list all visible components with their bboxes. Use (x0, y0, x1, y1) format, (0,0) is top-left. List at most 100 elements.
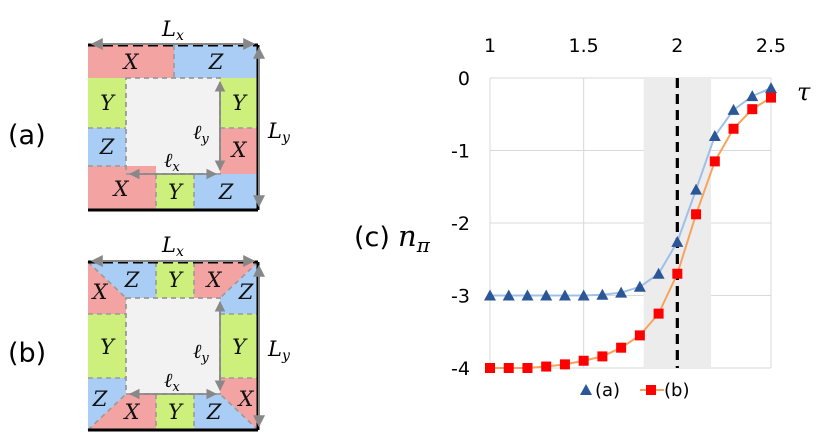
panel-a-cell-y-left (88, 78, 126, 128)
panel-b-cell-y-top (156, 262, 194, 298)
chart-x-ticks: 1 1.5 2 2.5 (484, 35, 786, 57)
panel-b-letter: Y (168, 268, 184, 292)
panel-b-cell-x-right-bottom (220, 378, 258, 394)
data-point-a (577, 289, 590, 301)
data-point-a (671, 235, 684, 247)
panel-b-cell-y-left (88, 314, 126, 378)
panel-b-cell-z-top (126, 262, 156, 298)
panel-b-cell-z-right-top (220, 298, 258, 314)
data-point-a (596, 288, 609, 300)
chart-grid (489, 77, 772, 369)
panel-a: (a) (8, 17, 291, 212)
panel-a-ly-label: ℓy (193, 120, 209, 147)
panel-a-letter: Y (100, 91, 116, 115)
panel-b-letter: X (205, 268, 223, 292)
panel-a-Lx-label: Lx (161, 17, 184, 44)
panel-b-Lx-label: Lx (161, 233, 184, 260)
panel-b-letter: Y (232, 335, 248, 359)
data-point-b (559, 359, 570, 370)
y-tick-label: 0 (458, 68, 470, 90)
panel-b-letter: Y (168, 400, 184, 424)
data-point-a (502, 289, 515, 301)
chart-series (484, 82, 777, 373)
legend-item-b: (b) (640, 380, 689, 401)
legend-label-b: (b) (664, 380, 689, 401)
panel-a-letter: X (122, 50, 140, 74)
panel-b: (b) (8, 233, 291, 432)
data-point-a (652, 267, 665, 279)
panel-a-Ly-label: Ly (267, 119, 291, 146)
panel-b-label: (b) (8, 338, 46, 369)
panel-b-letter: Z (206, 400, 222, 424)
data-point-b (503, 363, 514, 373)
x-tick-label: 2 (671, 35, 683, 57)
x-tick-label: 1 (484, 35, 496, 57)
chart-y-ticks: 0 -1 -2 -3 -4 (451, 68, 470, 380)
data-point-b (485, 363, 495, 373)
panel-b-letter: Z (238, 280, 254, 304)
panel-a-cell-y-right (220, 78, 258, 128)
data-point-b (766, 92, 776, 103)
panel-a-cell-y-bottom (156, 174, 194, 210)
panel-b-ly-label: ℓy (193, 339, 209, 366)
panel-c-label: (c) (354, 222, 390, 253)
chart-legend: (a) (b) (580, 380, 689, 401)
y-tick-label: -1 (451, 141, 470, 163)
panel-b-bulk (126, 298, 220, 394)
panel-b-letter: Y (100, 335, 116, 359)
data-point-b (691, 209, 702, 220)
panel-b-cell-y-bottom (156, 394, 194, 430)
panel-b-letter: X (91, 280, 109, 304)
data-point-a (615, 286, 628, 298)
data-point-a (690, 183, 703, 195)
data-point-b (672, 268, 683, 279)
panel-b-cell-y-right (220, 314, 258, 378)
panel-b-cell-x-top (194, 262, 220, 298)
panel-a-letter: Z (208, 50, 224, 74)
data-point-b (541, 361, 552, 372)
panel-a-letter: X (112, 177, 130, 201)
panel-a-letter: X (230, 138, 248, 162)
panel-b-letter: X (237, 387, 255, 411)
panel-b-cell-z-bottom (194, 394, 220, 430)
data-point-a (727, 103, 740, 115)
x-tick-label: 2.5 (756, 35, 786, 57)
panel-a-letter: Y (232, 91, 248, 115)
data-point-a (540, 289, 553, 301)
panel-c: (c) nπ τ 1 1.5 2 2.5 0 -1 -2 -3 -4 (a) (b) (354, 35, 811, 401)
panel-b-lx-label: ℓx (164, 368, 180, 395)
panel-a-letter: Z (218, 180, 234, 204)
series-line-b (490, 96, 772, 369)
panel-a-cell-z-bottom (194, 174, 258, 210)
panel-b-cell-x-left-top (88, 298, 126, 314)
y-tick-label: -4 (451, 358, 470, 380)
legend-label-a: (a) (595, 380, 620, 401)
chart-xlabel: τ (797, 78, 811, 106)
data-point-b (728, 123, 739, 134)
data-point-b (597, 351, 608, 362)
panel-b-letter: Z (92, 387, 108, 411)
panel-a-letter: Z (99, 135, 115, 159)
chart-ylabel: nπ (398, 219, 431, 257)
data-point-b (616, 342, 627, 353)
data-point-b (653, 308, 664, 319)
data-point-b (522, 363, 533, 373)
data-point-a (765, 82, 777, 94)
data-point-a (484, 289, 496, 301)
panel-b-dividers (87, 261, 259, 431)
y-tick-label: -3 (451, 286, 470, 308)
data-point-b (709, 156, 720, 167)
panel-b-letter: Z (124, 268, 140, 292)
panel-a-lx-label: ℓx (164, 148, 180, 175)
x-tick-label: 1.5 (569, 35, 599, 57)
series-line-a (490, 87, 772, 297)
data-point-b (634, 330, 645, 341)
legend-item-a: (a) (580, 380, 620, 401)
panel-a-bulk (126, 78, 220, 174)
panel-a-letter: Y (168, 180, 184, 204)
panel-a-cell-z-left (88, 128, 126, 166)
data-point-a (746, 90, 759, 102)
panel-b-letter: X (123, 400, 141, 424)
data-point-a (708, 130, 721, 141)
